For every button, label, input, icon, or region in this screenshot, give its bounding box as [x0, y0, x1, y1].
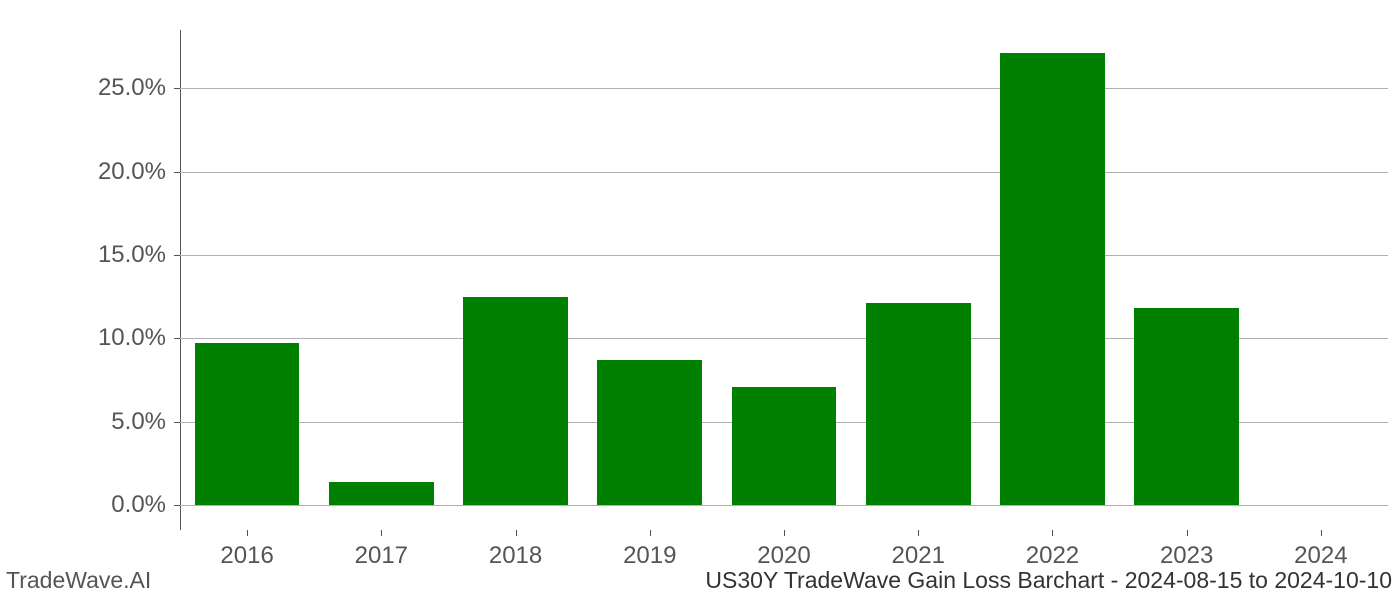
- ytick-label: 20.0%: [98, 158, 180, 186]
- bar: [195, 343, 300, 505]
- xtick-mark: [784, 530, 785, 536]
- gridline: [180, 505, 1388, 506]
- ytick-label: 5.0%: [111, 408, 180, 436]
- xtick-label: 2024: [1294, 542, 1347, 570]
- gridline: [180, 88, 1388, 89]
- xtick-mark: [1187, 530, 1188, 536]
- xtick-label: 2023: [1160, 542, 1213, 570]
- xtick-mark: [1321, 530, 1322, 536]
- xtick-label: 2020: [757, 542, 810, 570]
- xtick-mark: [247, 530, 248, 536]
- xtick-mark: [650, 530, 651, 536]
- gridline: [180, 255, 1388, 256]
- plot-area: 0.0%5.0%10.0%15.0%20.0%25.0%201620172018…: [180, 30, 1388, 530]
- xtick-label: 2021: [892, 542, 945, 570]
- xtick-label: 2017: [355, 542, 408, 570]
- bar: [1000, 53, 1105, 505]
- bar: [597, 360, 702, 505]
- bar: [329, 482, 434, 505]
- ytick-label: 10.0%: [98, 324, 180, 352]
- xtick-label: 2022: [1026, 542, 1079, 570]
- gridline: [180, 172, 1388, 173]
- bar: [866, 303, 971, 505]
- ytick-label: 0.0%: [111, 491, 180, 519]
- footer-right-caption: US30Y TradeWave Gain Loss Barchart - 202…: [705, 567, 1392, 594]
- xtick-mark: [1052, 530, 1053, 536]
- ytick-label: 15.0%: [98, 241, 180, 269]
- xtick-mark: [918, 530, 919, 536]
- xtick-label: 2018: [489, 542, 542, 570]
- footer-left-branding: TradeWave.AI: [6, 567, 151, 594]
- xtick-label: 2016: [220, 542, 273, 570]
- bar: [1134, 308, 1239, 505]
- xtick-label: 2019: [623, 542, 676, 570]
- xtick-mark: [381, 530, 382, 536]
- ytick-label: 25.0%: [98, 74, 180, 102]
- chart-container: 0.0% 5.0% 10.0% 15.0% 20.0% 25.0% 2016 2017 2018…: [0, 0, 1400, 600]
- bar: [463, 297, 568, 505]
- y-axis-line: [180, 30, 181, 530]
- bar: [732, 387, 837, 505]
- xtick-mark: [516, 530, 517, 536]
